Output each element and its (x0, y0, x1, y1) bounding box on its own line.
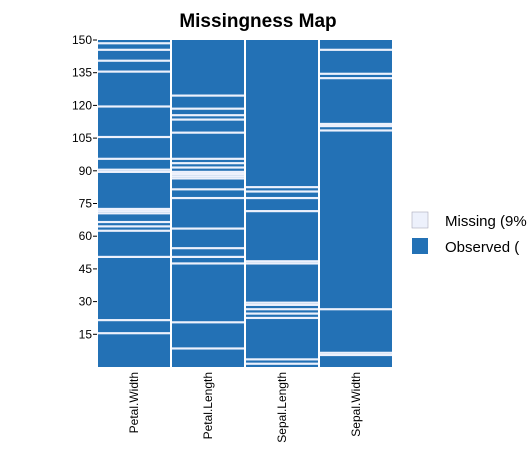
missing-cell (320, 308, 392, 311)
legend: Missing (9% Observed ( (411, 211, 527, 256)
missing-cell (246, 186, 318, 189)
observed-column-1 (172, 40, 244, 367)
missing-cell (98, 168, 170, 171)
missing-cell (172, 131, 244, 134)
missing-cell (98, 225, 170, 228)
observed-column-3 (320, 40, 392, 367)
y-axis: 15 30 45 60 75 90 105 120 135 150 (72, 33, 97, 341)
missing-cell (172, 255, 244, 258)
missing-cell (172, 196, 244, 200)
missing-cell (320, 353, 392, 357)
missing-cell (98, 210, 170, 213)
missing-cell (172, 262, 244, 265)
missing-cell (246, 303, 318, 306)
missing-cell (98, 255, 170, 258)
y-tick-label: 90 (79, 164, 93, 178)
missing-cell (246, 262, 318, 265)
missing-cell (172, 162, 244, 165)
missing-cell (246, 308, 318, 311)
missing-cell (320, 125, 392, 128)
y-tick-label: 30 (79, 295, 93, 309)
legend-label-observed: Observed ( (445, 239, 519, 256)
missing-cell (320, 48, 392, 51)
legend-swatch-missing (411, 211, 429, 229)
x-tick-label: Petal.Width (127, 372, 141, 433)
missing-cell (246, 312, 318, 315)
missing-cell (98, 157, 170, 160)
chart-title: Missingness Map (179, 11, 336, 32)
missing-cell (246, 196, 318, 200)
missing-cell (98, 207, 170, 211)
missing-cell (320, 77, 392, 80)
missing-cell (172, 175, 244, 178)
missing-cell (98, 42, 170, 45)
missing-cell (246, 190, 318, 193)
missing-cell (98, 229, 170, 232)
missing-cell (246, 358, 318, 361)
y-tick-label: 105 (72, 131, 92, 145)
missing-cell (320, 122, 392, 126)
x-axis: Petal.Width Petal.Length Sepal.Length Sepal… (127, 372, 363, 443)
y-tick-label: 150 (72, 33, 92, 47)
missing-cell (172, 347, 244, 350)
missing-cell (98, 220, 170, 224)
missing-cell (98, 48, 170, 51)
y-tick-label: 75 (79, 197, 93, 211)
missing-cell (172, 118, 244, 121)
missing-cell (246, 260, 318, 263)
y-tick-label: 120 (72, 98, 92, 112)
missing-cell (246, 316, 318, 320)
missing-cell (172, 227, 244, 230)
observed-column-0 (98, 40, 170, 367)
y-tick-label: 15 (79, 327, 93, 341)
missing-cell (172, 107, 244, 110)
missing-cell (172, 172, 244, 176)
missing-cell (172, 188, 244, 191)
missing-cell (320, 129, 392, 132)
x-tick-label: Sepal.Length (275, 372, 289, 443)
missing-cell (172, 94, 244, 97)
missing-cell (246, 301, 318, 304)
missing-cell (98, 212, 170, 215)
missing-cell (246, 210, 318, 213)
missing-cell (98, 170, 170, 173)
y-tick-label: 60 (79, 229, 93, 243)
missing-cell (98, 59, 170, 62)
missing-cell (172, 177, 244, 180)
missing-cell (98, 332, 170, 335)
plot-area (98, 40, 392, 367)
missing-cell (172, 321, 244, 324)
missing-cell (172, 166, 244, 169)
x-tick-label: Petal.Length (201, 372, 215, 439)
legend-label-missing: Missing (9% (445, 213, 527, 230)
missing-cell (320, 72, 392, 75)
missing-cell (172, 247, 244, 250)
y-tick-label: 45 (79, 262, 93, 276)
missing-cell (172, 170, 244, 173)
missing-cell (98, 105, 170, 108)
missing-cell (320, 351, 392, 354)
legend-swatch-observed (412, 238, 428, 254)
y-tick-label: 135 (72, 66, 92, 80)
missing-cell (172, 114, 244, 117)
x-tick-label: Sepal.Width (349, 372, 363, 437)
missing-cell (98, 70, 170, 73)
missing-cell (246, 362, 318, 365)
missing-cell (98, 135, 170, 139)
missing-cell (98, 319, 170, 322)
missing-cell (172, 157, 244, 160)
